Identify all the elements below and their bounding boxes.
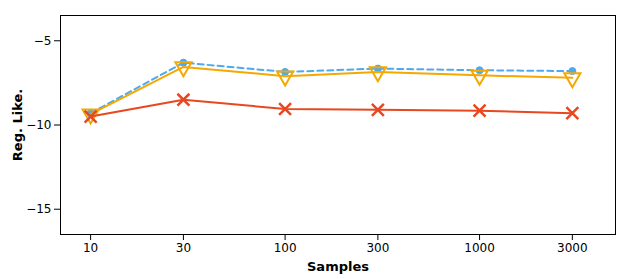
svg-text:Reg. Like.: Reg. Like. bbox=[10, 89, 25, 161]
svg-text:3000: 3000 bbox=[557, 241, 588, 255]
svg-text:1000: 1000 bbox=[464, 241, 495, 255]
svg-text:30: 30 bbox=[176, 241, 191, 255]
svg-text:−15: −15 bbox=[26, 202, 51, 216]
svg-text:300: 300 bbox=[366, 241, 389, 255]
svg-text:Samples: Samples bbox=[307, 259, 369, 274]
svg-text:−5: −5 bbox=[34, 34, 52, 48]
svg-text:−10: −10 bbox=[26, 118, 51, 132]
svg-text:10: 10 bbox=[83, 241, 98, 255]
svg-text:100: 100 bbox=[274, 241, 297, 255]
